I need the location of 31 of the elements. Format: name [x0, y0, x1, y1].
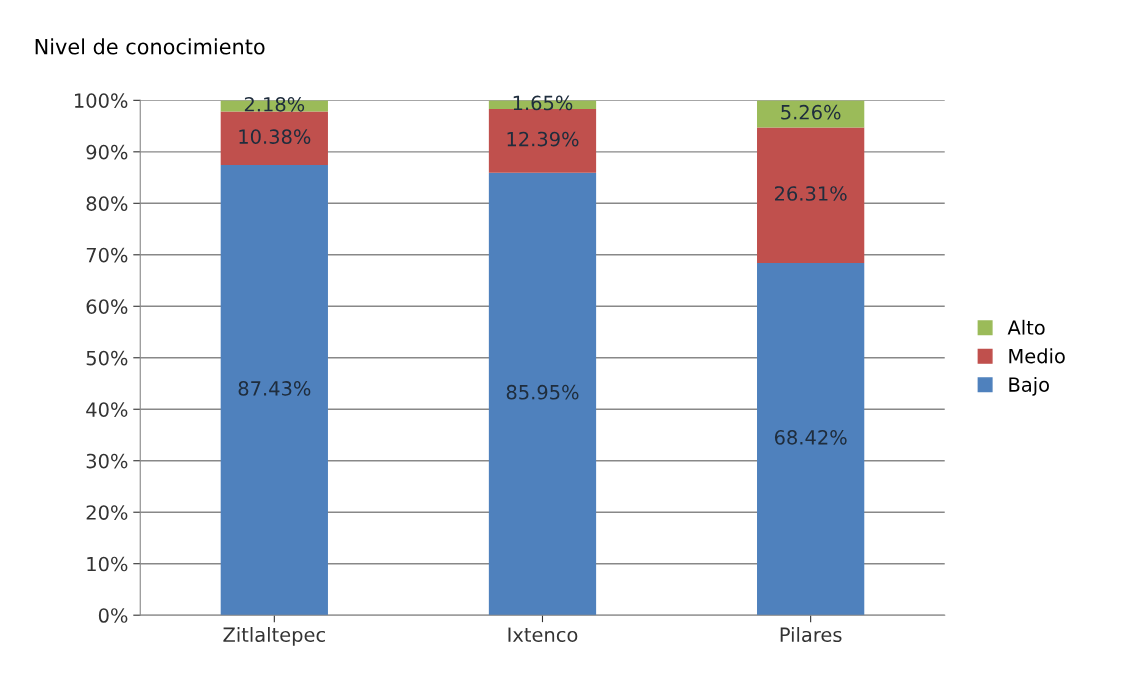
bar — [488, 172, 597, 616]
data-label: 12.39% — [507, 131, 579, 147]
data-label: 2.18% — [244, 96, 305, 112]
legend-label: Medio — [1009, 348, 1065, 364]
bar — [757, 262, 865, 616]
x-tick-label: Ixtenco — [508, 627, 578, 643]
data-label: 87.43% — [238, 381, 311, 396]
data-label: 5.26% — [781, 104, 841, 120]
data-label: 68.42% — [774, 429, 847, 445]
y-tick-label: 0% — [98, 608, 128, 623]
y-tick-label: 70% — [86, 247, 128, 263]
y-tick-label: 60% — [86, 299, 128, 314]
y-tick-label: 100% — [74, 93, 128, 108]
y-tick-label: 50% — [86, 350, 128, 366]
y-tick-label: 30% — [86, 453, 128, 469]
y-tick-label: 80% — [86, 196, 128, 211]
bar — [757, 127, 865, 263]
x-tick-label: Pilares — [780, 626, 842, 643]
data-label: 85.95% — [506, 384, 579, 400]
y-tick-label: 90% — [86, 144, 128, 160]
bar — [220, 165, 328, 616]
data-label: 10.38% — [239, 129, 311, 144]
bar — [220, 111, 328, 166]
data-label: 26.31% — [775, 186, 847, 201]
y-tick-label: 20% — [86, 505, 128, 520]
x-tick-label: Zitlaltepec — [223, 626, 325, 646]
chart-title: Nivel de conocimiento — [35, 38, 265, 55]
y-tick-label: 10% — [87, 556, 128, 572]
legend-label: Alto — [1007, 319, 1045, 335]
legend-label: Bajo — [1009, 376, 1049, 396]
y-tick-label: 40% — [86, 402, 128, 417]
